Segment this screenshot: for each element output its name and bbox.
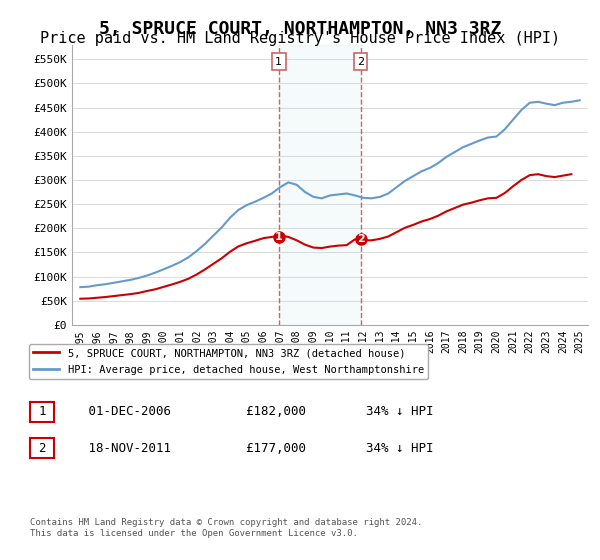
Text: 2: 2 [38,442,46,455]
Text: 2: 2 [356,234,364,244]
Text: 01-DEC-2006          £182,000        34% ↓ HPI: 01-DEC-2006 £182,000 34% ↓ HPI [66,405,433,418]
Legend: 5, SPRUCE COURT, NORTHAMPTON, NN3 3RZ (detached house), HPI: Average price, deta: 5, SPRUCE COURT, NORTHAMPTON, NN3 3RZ (d… [29,344,428,379]
Text: Contains HM Land Registry data © Crown copyright and database right 2024.
This d: Contains HM Land Registry data © Crown c… [30,518,422,538]
Text: 18-NOV-2011          £177,000        34% ↓ HPI: 18-NOV-2011 £177,000 34% ↓ HPI [66,441,433,455]
Text: 1: 1 [275,232,283,242]
Text: Price paid vs. HM Land Registry's House Price Index (HPI): Price paid vs. HM Land Registry's House … [40,31,560,46]
Text: 5, SPRUCE COURT, NORTHAMPTON, NN3 3RZ: 5, SPRUCE COURT, NORTHAMPTON, NN3 3RZ [99,20,501,38]
Text: 1: 1 [275,57,282,67]
Bar [278,45,361,325]
Text: 1: 1 [38,405,46,418]
Text: 2: 2 [357,57,364,67]
